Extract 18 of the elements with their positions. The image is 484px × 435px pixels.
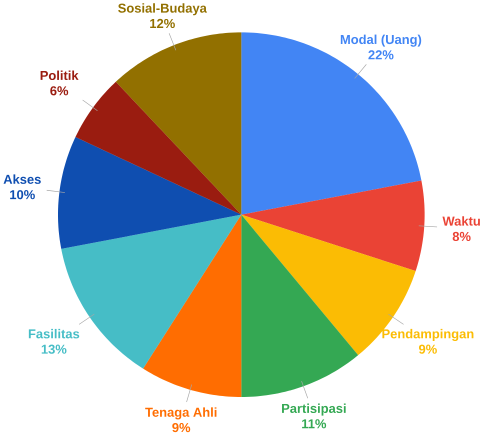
data-label: 9% bbox=[418, 344, 437, 354]
slice-label: Tenaga Ahli bbox=[145, 407, 216, 420]
data-label: 8% bbox=[452, 232, 471, 241]
data-label: 6% bbox=[50, 86, 68, 96]
slice-label: Partisipasi bbox=[282, 403, 346, 416]
data-label: 10% bbox=[10, 190, 35, 200]
slice-label: Politik bbox=[40, 70, 79, 80]
data-label: 12% bbox=[150, 18, 175, 28]
slice-label: Modal (Uang) bbox=[340, 34, 422, 46]
data-label: 13% bbox=[42, 344, 66, 354]
slice-label: Waktu bbox=[442, 216, 480, 226]
slice-label: Pendampingan bbox=[382, 328, 474, 341]
slice-label: Sosial-Budaya bbox=[118, 3, 207, 16]
data-label: 11% bbox=[302, 419, 326, 428]
data-label: 9% bbox=[172, 422, 190, 432]
data-label: 22% bbox=[368, 50, 394, 60]
slice-label: Akses bbox=[4, 174, 41, 184]
slice-label: Fasilitas bbox=[28, 328, 80, 338]
